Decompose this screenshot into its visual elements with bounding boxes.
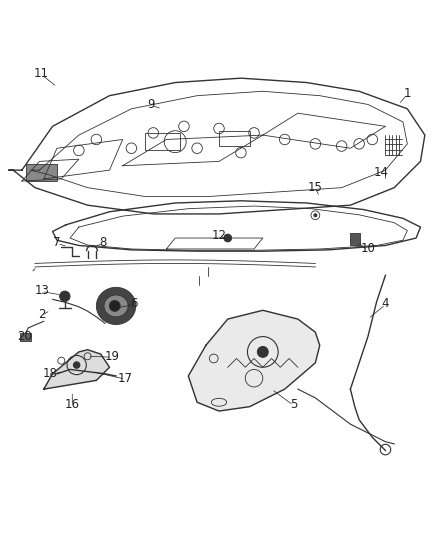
Text: 15: 15 (308, 181, 323, 194)
Text: 20: 20 (17, 330, 32, 343)
Polygon shape (44, 350, 110, 389)
Text: 5: 5 (290, 398, 297, 411)
Ellipse shape (96, 287, 136, 325)
Circle shape (314, 214, 317, 216)
Text: 9: 9 (147, 98, 155, 111)
Text: 13: 13 (34, 284, 49, 297)
Bar (26, 164, 57, 181)
Text: 8: 8 (99, 236, 106, 249)
Bar (219, 131, 250, 146)
Text: 11: 11 (34, 67, 49, 80)
Text: 6: 6 (130, 297, 138, 310)
Text: 16: 16 (65, 398, 80, 411)
Text: 4: 4 (381, 297, 389, 310)
Bar (20, 333, 31, 341)
Text: 18: 18 (43, 367, 58, 381)
Bar (145, 133, 180, 150)
Polygon shape (188, 310, 320, 411)
Text: 19: 19 (104, 350, 119, 363)
Text: 7: 7 (53, 236, 61, 249)
Circle shape (258, 346, 268, 357)
Circle shape (224, 234, 232, 242)
Bar (350, 233, 360, 246)
Text: 10: 10 (360, 243, 375, 255)
Text: 17: 17 (117, 372, 132, 385)
Circle shape (60, 291, 70, 302)
Text: 2: 2 (38, 308, 46, 321)
Ellipse shape (104, 295, 128, 317)
Ellipse shape (110, 301, 120, 311)
Text: 1: 1 (403, 87, 411, 100)
Text: 14: 14 (374, 166, 389, 179)
Text: 12: 12 (212, 229, 226, 243)
Circle shape (74, 362, 80, 368)
